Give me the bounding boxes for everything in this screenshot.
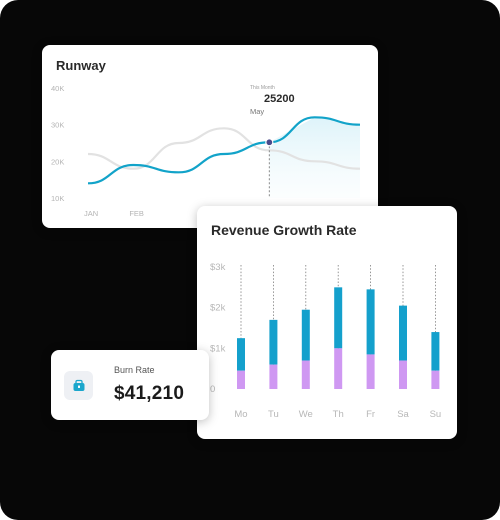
runway-series-secondary bbox=[87, 127, 361, 170]
revenue-bar-lower[interactable] bbox=[301, 360, 310, 389]
tooltip-month: May bbox=[250, 107, 264, 116]
revenue-bar-upper[interactable] bbox=[301, 309, 310, 361]
revenue-x-tick: Su bbox=[430, 409, 442, 420]
runway-y-tick: 20K bbox=[51, 157, 64, 166]
revenue-title: Revenue Growth Rate bbox=[211, 222, 357, 238]
runway-title: Runway bbox=[56, 58, 106, 73]
runway-marker-point[interactable] bbox=[265, 138, 274, 147]
revenue-bar-upper[interactable] bbox=[399, 305, 407, 361]
wallet-icon bbox=[64, 371, 93, 400]
runway-y-tick: 40K bbox=[51, 84, 64, 93]
revenue-y-tick: $2k bbox=[210, 303, 226, 314]
runway-chart: 10K 20K 30K 40K JAN FEB This Month 25200 May bbox=[51, 79, 361, 218]
revenue-bar-upper[interactable] bbox=[334, 287, 343, 349]
runway-y-tick: 10K bbox=[51, 194, 64, 203]
revenue-bar-lower[interactable] bbox=[269, 364, 278, 389]
revenue-bar-upper[interactable] bbox=[269, 319, 278, 365]
revenue-bar-upper[interactable] bbox=[237, 338, 245, 371]
runway-x-tick: FEB bbox=[129, 209, 144, 218]
revenue-bar-upper[interactable] bbox=[366, 289, 375, 355]
tooltip-value: 25200 bbox=[264, 93, 295, 105]
revenue-bar-lower[interactable] bbox=[366, 354, 375, 389]
burn-rate-value: $41,210 bbox=[114, 383, 185, 404]
revenue-x-tick: Mo bbox=[234, 409, 247, 420]
revenue-y-tick: $3k bbox=[210, 262, 226, 273]
revenue-bar-lower[interactable] bbox=[334, 348, 343, 389]
revenue-y-tick: $1k bbox=[210, 343, 226, 354]
runway-x-tick: JAN bbox=[84, 209, 98, 218]
revenue-x-tick: Fr bbox=[366, 409, 375, 420]
revenue-x-tick: Sa bbox=[397, 409, 409, 420]
revenue-bar-lower[interactable] bbox=[431, 370, 440, 389]
runway-tooltip: This Month 25200 bbox=[246, 79, 328, 111]
tooltip-caption: This Month bbox=[250, 85, 275, 91]
revenue-y-tick: 0 bbox=[210, 384, 215, 395]
revenue-chart: 0 $1k $2k $3k Mo Tu We Th Fr Sa Su bbox=[210, 262, 442, 420]
revenue-x-tick: We bbox=[299, 409, 313, 420]
revenue-x-tick: Tu bbox=[268, 409, 279, 420]
runway-y-tick: 30K bbox=[51, 121, 64, 130]
runway-series-primary bbox=[87, 116, 361, 185]
runway-highlight-area bbox=[269, 117, 360, 198]
revenue-bar-lower[interactable] bbox=[237, 370, 245, 389]
revenue-bar-upper[interactable] bbox=[431, 332, 440, 371]
burn-rate-card[interactable]: Burn Rate $41,210 bbox=[51, 350, 209, 420]
revenue-bar-lower[interactable] bbox=[399, 360, 407, 389]
runway-card: Runway 10K 20K 30K 40K JAN FEB This Month 252… bbox=[42, 45, 378, 228]
revenue-card: Revenue Growth Rate 0 $1k $2k $3k Mo Tu We Th Fr… bbox=[197, 206, 457, 439]
burn-rate-label: Burn Rate bbox=[114, 365, 155, 375]
revenue-x-tick: Th bbox=[333, 409, 344, 420]
